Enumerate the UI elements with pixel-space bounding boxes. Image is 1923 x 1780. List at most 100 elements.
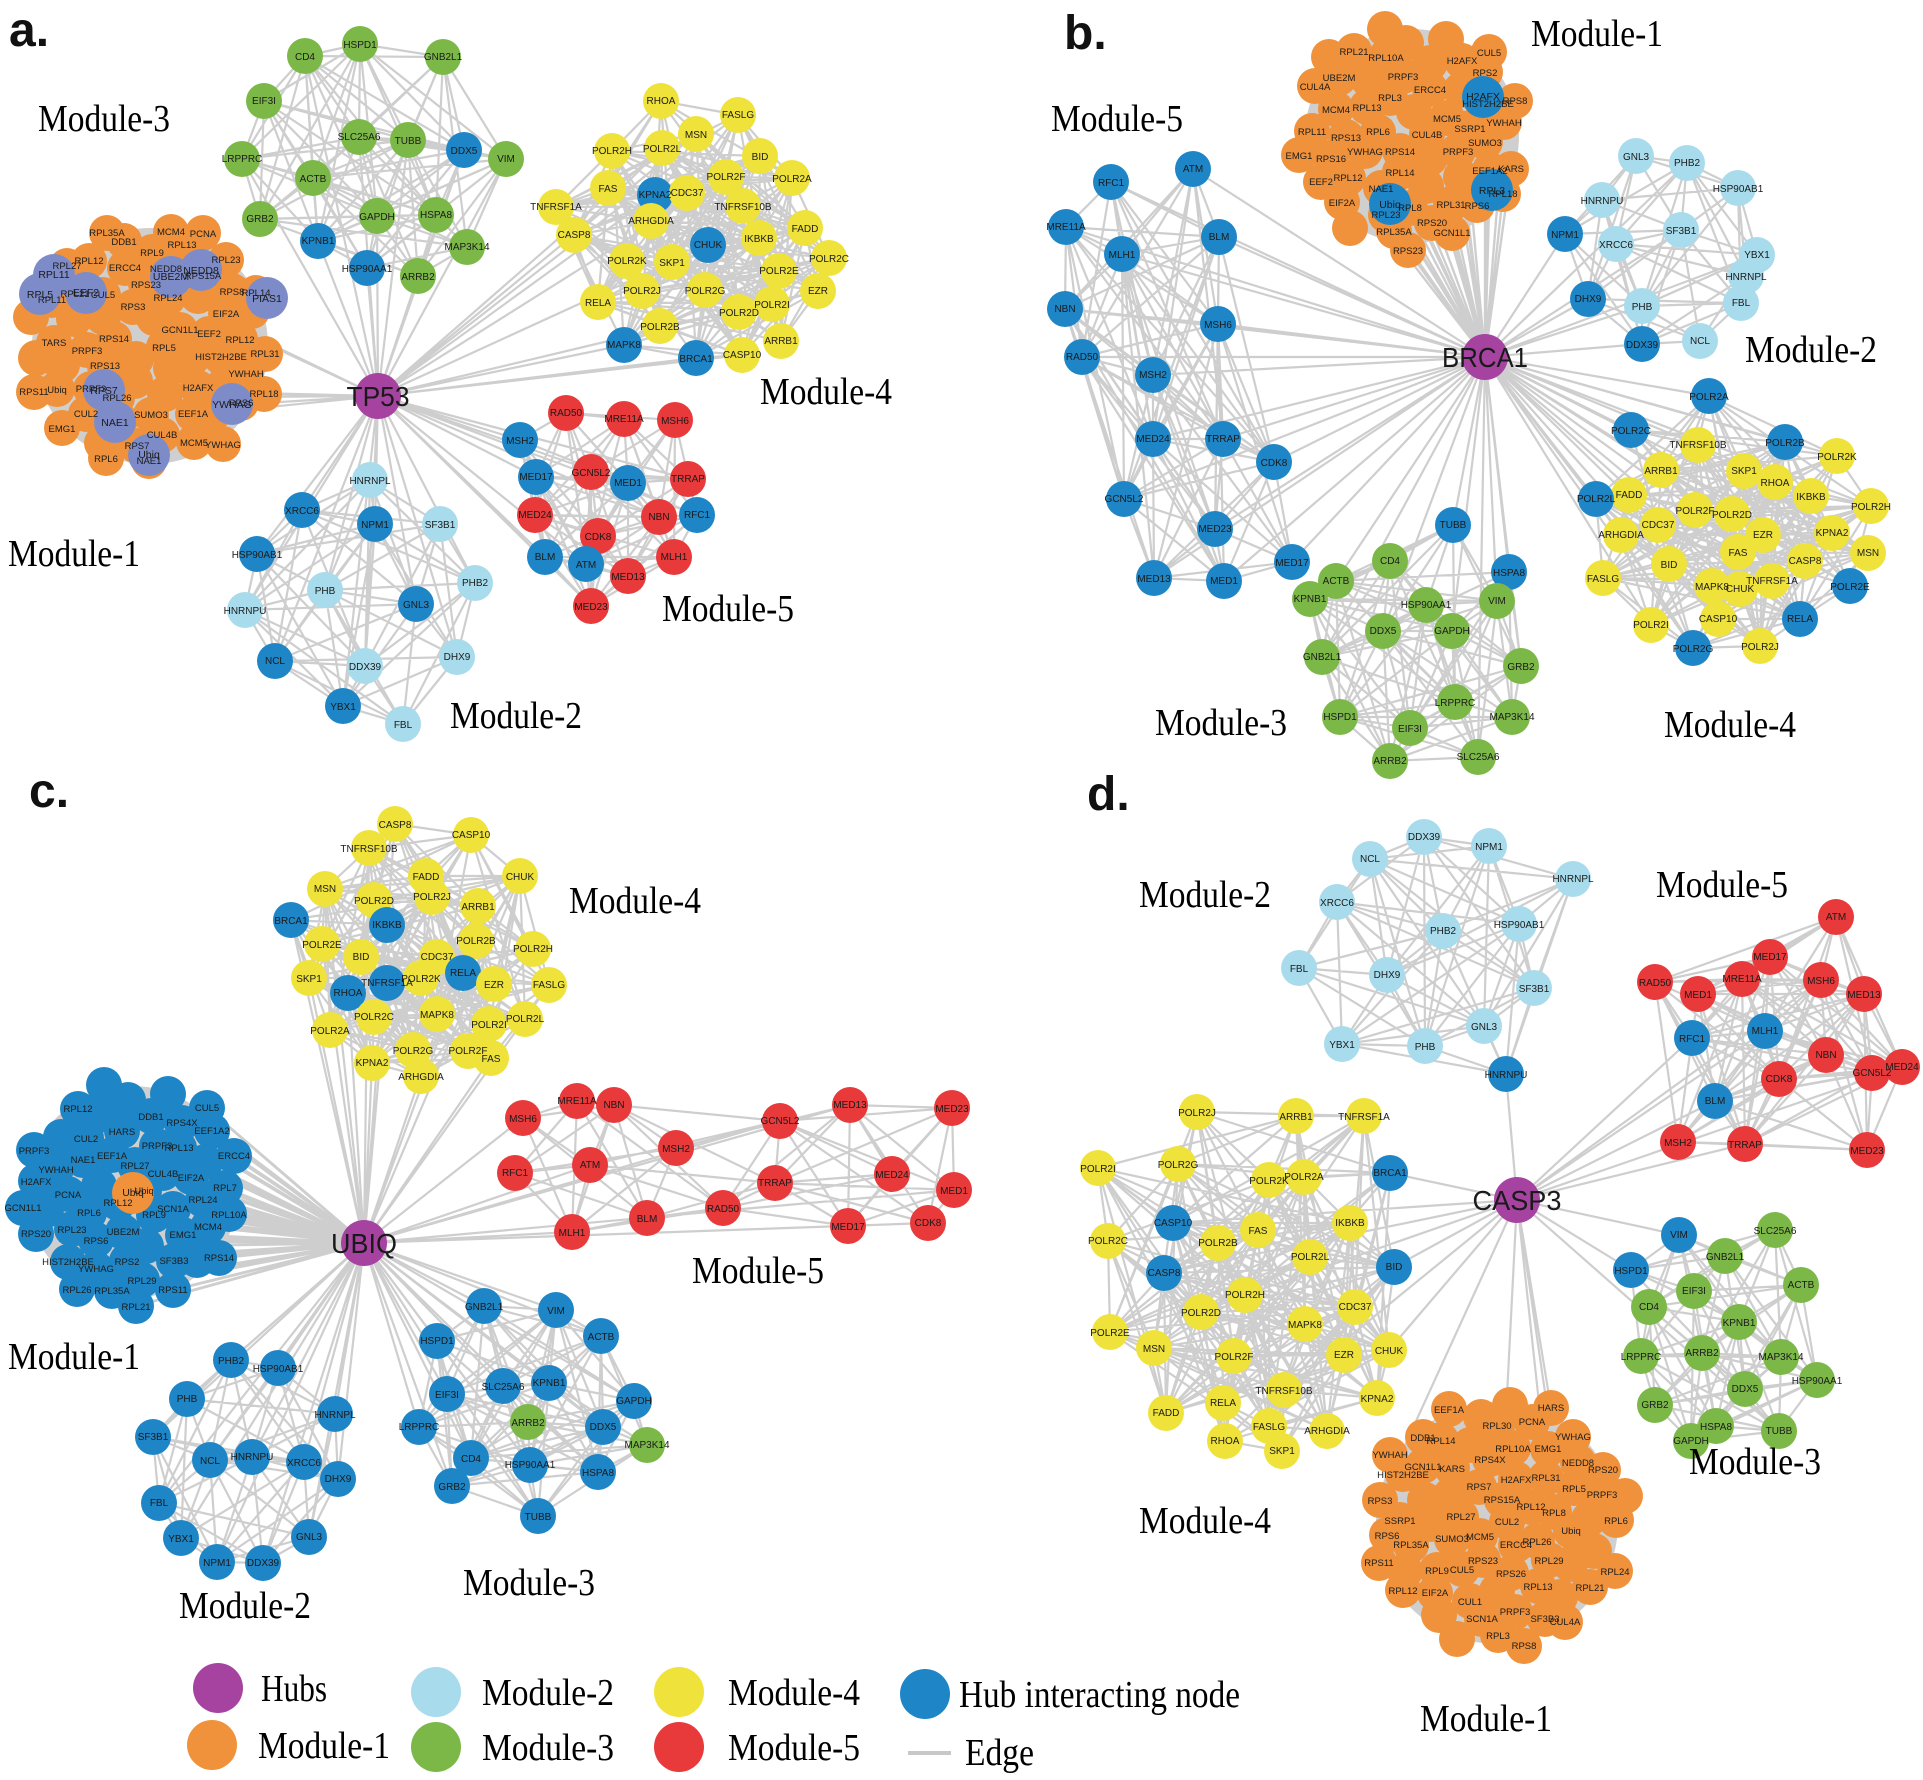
- svg-text:MED24: MED24: [1136, 434, 1170, 445]
- svg-text:TUBB: TUBB: [395, 136, 422, 147]
- svg-text:DHX9: DHX9: [325, 1474, 352, 1485]
- svg-text:FADD: FADD: [1153, 1408, 1180, 1419]
- svg-text:POLR2C: POLR2C: [809, 254, 849, 265]
- svg-text:HSPD1: HSPD1: [1323, 712, 1357, 723]
- svg-text:YWHAH: YWHAH: [1486, 118, 1522, 129]
- svg-text:POLR2K: POLR2K: [607, 256, 647, 267]
- svg-text:PHB2: PHB2: [1430, 926, 1457, 937]
- svg-text:FASLG: FASLG: [1587, 574, 1619, 585]
- svg-text:HSPA8: HSPA8: [1700, 1422, 1732, 1433]
- svg-text:POLR2B: POLR2B: [640, 322, 680, 333]
- svg-text:POLR2E: POLR2E: [302, 940, 342, 951]
- svg-text:RPL12: RPL12: [74, 256, 103, 267]
- svg-text:POLR2I: POLR2I: [1080, 1164, 1116, 1175]
- svg-text:ARRB2: ARRB2: [511, 1418, 545, 1429]
- svg-text:HARS: HARS: [1538, 1403, 1564, 1414]
- svg-text:CASP3: CASP3: [1473, 1185, 1562, 1216]
- svg-text:MLH1: MLH1: [559, 1228, 586, 1239]
- svg-text:ARHGDIA: ARHGDIA: [398, 1072, 444, 1083]
- svg-text:SKP1: SKP1: [1731, 466, 1757, 477]
- svg-text:HIST2H2BE: HIST2H2BE: [1462, 99, 1514, 110]
- svg-text:RPS3: RPS3: [121, 302, 146, 313]
- svg-text:MAP3K14: MAP3K14: [444, 242, 489, 253]
- svg-text:MLH1: MLH1: [1109, 250, 1136, 261]
- svg-text:PHB2: PHB2: [1674, 158, 1701, 169]
- svg-text:RPS15A: RPS15A: [1484, 1495, 1521, 1506]
- svg-text:NCL: NCL: [1360, 854, 1380, 865]
- svg-text:TP53: TP53: [347, 381, 410, 412]
- svg-text:SKP1: SKP1: [296, 974, 322, 985]
- svg-text:Hubs: Hubs: [261, 1668, 327, 1710]
- svg-text:TNFRSF1A: TNFRSF1A: [1746, 576, 1798, 587]
- svg-text:HSP90AA1: HSP90AA1: [1792, 1376, 1843, 1387]
- svg-text:NBN: NBN: [1815, 1050, 1836, 1061]
- svg-text:HNRNPU: HNRNPU: [1581, 196, 1624, 207]
- svg-text:DHX9: DHX9: [444, 652, 471, 663]
- svg-text:POLR2H: POLR2H: [592, 146, 632, 157]
- svg-text:Module-2: Module-2: [1139, 874, 1271, 916]
- svg-text:RAD50: RAD50: [707, 1204, 740, 1215]
- svg-text:Ubiq: Ubiq: [134, 1186, 154, 1197]
- svg-text:POLR2D: POLR2D: [354, 896, 394, 907]
- svg-text:H2AFX: H2AFX: [183, 383, 214, 394]
- svg-text:POLR2A: POLR2A: [1689, 392, 1729, 403]
- svg-text:RPS8: RPS8: [1512, 1641, 1537, 1652]
- svg-text:RPS7: RPS7: [125, 441, 150, 452]
- svg-text:CD4: CD4: [461, 1454, 481, 1465]
- svg-text:PIAS1: PIAS1: [252, 293, 282, 305]
- svg-text:SLC25A6: SLC25A6: [1457, 752, 1500, 763]
- svg-text:EEF1A: EEF1A: [1434, 1405, 1465, 1416]
- svg-text:CDC37: CDC37: [671, 188, 704, 199]
- svg-text:MRE11A: MRE11A: [604, 414, 644, 425]
- svg-text:Module-1: Module-1: [1420, 1698, 1552, 1740]
- svg-text:VIM: VIM: [1488, 596, 1506, 607]
- svg-text:HNRNPL: HNRNPL: [349, 476, 391, 487]
- svg-text:CASP10: CASP10: [723, 350, 762, 361]
- svg-text:Module-2: Module-2: [179, 1585, 311, 1627]
- svg-text:TRRAP: TRRAP: [671, 474, 705, 485]
- svg-text:ATM: ATM: [1826, 912, 1846, 923]
- svg-text:YBX1: YBX1: [1329, 1040, 1355, 1051]
- svg-text:POLR2I: POLR2I: [1633, 620, 1669, 631]
- svg-text:LRPPRC: LRPPRC: [222, 154, 263, 165]
- svg-text:RPL29: RPL29: [1534, 1556, 1563, 1567]
- svg-text:NBN: NBN: [603, 1100, 624, 1111]
- svg-text:HSPD1: HSPD1: [1614, 1266, 1648, 1277]
- svg-text:LRPPRC: LRPPRC: [399, 1422, 440, 1433]
- svg-text:Module-1: Module-1: [8, 1336, 140, 1378]
- svg-text:Hub interacting node: Hub interacting node: [959, 1674, 1240, 1716]
- svg-text:Module-3: Module-3: [482, 1727, 614, 1769]
- svg-text:SUMO3: SUMO3: [1435, 1534, 1469, 1545]
- svg-text:H2AFX: H2AFX: [1447, 56, 1478, 67]
- svg-text:EMG1: EMG1: [1535, 1444, 1562, 1455]
- svg-text:RELA: RELA: [1787, 614, 1813, 625]
- svg-text:FADD: FADD: [792, 224, 819, 235]
- svg-text:ARRB2: ARRB2: [401, 272, 435, 283]
- svg-text:DDX5: DDX5: [451, 146, 478, 157]
- svg-text:MCM4: MCM4: [157, 227, 185, 238]
- svg-text:PRPF3: PRPF3: [1500, 1607, 1531, 1618]
- svg-text:POLR2H: POLR2H: [1225, 1290, 1265, 1301]
- svg-text:ARHGDIA: ARHGDIA: [1598, 530, 1644, 541]
- svg-text:GCN5L2: GCN5L2: [1853, 1068, 1892, 1079]
- svg-text:RPL26: RPL26: [62, 1285, 91, 1296]
- svg-text:TNFRSF10B: TNFRSF10B: [1669, 440, 1727, 451]
- svg-text:KPNA2: KPNA2: [1816, 528, 1849, 539]
- svg-text:PHB: PHB: [1632, 302, 1653, 313]
- svg-text:RPL5: RPL5: [1562, 1484, 1586, 1495]
- svg-text:YWHAG: YWHAG: [212, 399, 252, 411]
- svg-text:FADD: FADD: [1616, 490, 1643, 501]
- svg-text:XRCC6: XRCC6: [1320, 898, 1354, 909]
- svg-text:EEF1A2: EEF1A2: [1472, 166, 1507, 177]
- svg-text:IKBKB: IKBKB: [744, 234, 774, 245]
- svg-text:MED23: MED23: [574, 602, 608, 613]
- svg-text:POLR2J: POLR2J: [623, 286, 661, 297]
- svg-text:YWHAG: YWHAG: [1555, 1432, 1591, 1443]
- svg-text:Module-3: Module-3: [38, 98, 170, 140]
- svg-text:BID: BID: [353, 952, 370, 963]
- svg-text:YWHAG: YWHAG: [78, 1264, 114, 1275]
- svg-text:RPL7: RPL7: [213, 1183, 237, 1194]
- svg-text:SKP1: SKP1: [1269, 1446, 1295, 1457]
- svg-text:PCNA: PCNA: [1519, 1417, 1546, 1428]
- svg-text:PRPF3: PRPF3: [1587, 1490, 1618, 1501]
